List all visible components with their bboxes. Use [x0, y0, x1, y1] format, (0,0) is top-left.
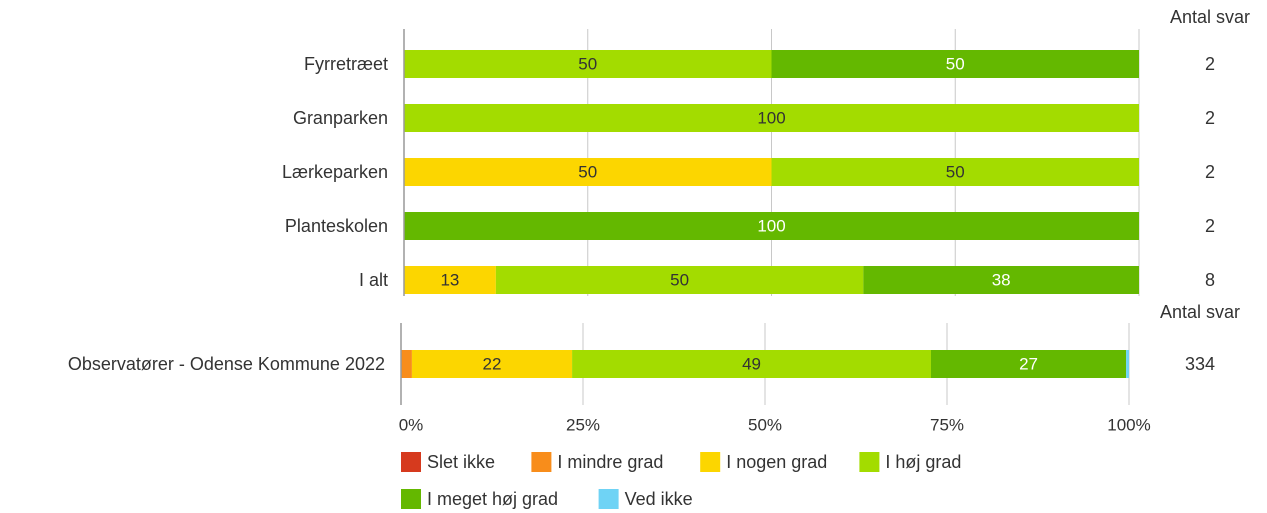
bar-segment — [771, 50, 1139, 78]
x-tick-label: 100% — [1107, 416, 1150, 435]
count-header: Antal svar — [1160, 302, 1240, 322]
category-label: I alt — [359, 270, 388, 290]
legend-swatch — [598, 489, 619, 509]
x-tick-label: 50% — [748, 416, 782, 435]
data-label: 22 — [483, 355, 502, 374]
count-value: 2 — [1205, 108, 1215, 128]
bar-segment — [771, 158, 1139, 186]
legend-swatch — [859, 452, 880, 472]
legend-swatch — [401, 489, 421, 509]
count-value: 334 — [1185, 354, 1215, 374]
legend-label: Ved ikke — [625, 489, 693, 509]
data-label: 100 — [757, 109, 785, 128]
bar-segment — [930, 350, 1127, 378]
comparison-chart: 22 49 27 Observatører - Odense Kommune 2022… — [68, 302, 1240, 435]
bar-segment — [404, 158, 772, 186]
bar-segment — [1126, 350, 1129, 378]
bar-segment — [401, 350, 412, 378]
category-label: Fyrretræet — [304, 54, 388, 74]
legend-label: I meget høj grad — [427, 489, 558, 509]
bar-segment — [411, 350, 573, 378]
category-label: Granparken — [293, 108, 388, 128]
data-label: 50 — [946, 163, 965, 182]
data-label: 49 — [742, 355, 761, 374]
category-label: Observatører - Odense Kommune 2022 — [68, 354, 385, 374]
x-tick-label: 0% — [399, 416, 424, 435]
legend-swatch — [401, 452, 421, 472]
count-value: 2 — [1205, 216, 1215, 236]
legend-swatch — [700, 452, 721, 472]
category-label: Lærkeparken — [282, 162, 388, 182]
bar-segment — [572, 350, 931, 378]
category-label: Planteskolen — [285, 216, 388, 236]
data-label: 50 — [578, 163, 597, 182]
count-header: Antal svar — [1170, 7, 1250, 27]
bar-segment — [404, 50, 772, 78]
bar-segment — [495, 266, 864, 294]
bar-segment — [404, 212, 1139, 240]
legend: Slet ikke I mindre grad I nogen grad I høj … — [401, 452, 961, 509]
x-tick-label: 75% — [930, 416, 964, 435]
data-label: 13 — [440, 271, 459, 290]
bar-segment — [863, 266, 1139, 294]
data-label: 50 — [670, 271, 689, 290]
data-label: 38 — [992, 271, 1011, 290]
data-label: 50 — [578, 55, 597, 74]
count-value: 2 — [1205, 162, 1215, 182]
legend-label: Slet ikke — [427, 452, 495, 472]
legend-swatch — [531, 452, 552, 472]
legend-label: I høj grad — [885, 452, 961, 472]
bar-segment — [404, 266, 496, 294]
data-label: 50 — [946, 55, 965, 74]
top-chart: 50 50 Fyrretræet 2 100 Granparken 2 50 50 Lærkepa… — [282, 7, 1250, 296]
x-tick-label: 25% — [566, 416, 600, 435]
legend-label: I mindre grad — [557, 452, 663, 472]
count-value: 2 — [1205, 54, 1215, 74]
bar-segment — [404, 104, 1139, 132]
data-label: 27 — [1019, 355, 1038, 374]
data-label: 100 — [757, 217, 785, 236]
legend-label: I nogen grad — [726, 452, 827, 472]
count-value: 8 — [1205, 270, 1215, 290]
